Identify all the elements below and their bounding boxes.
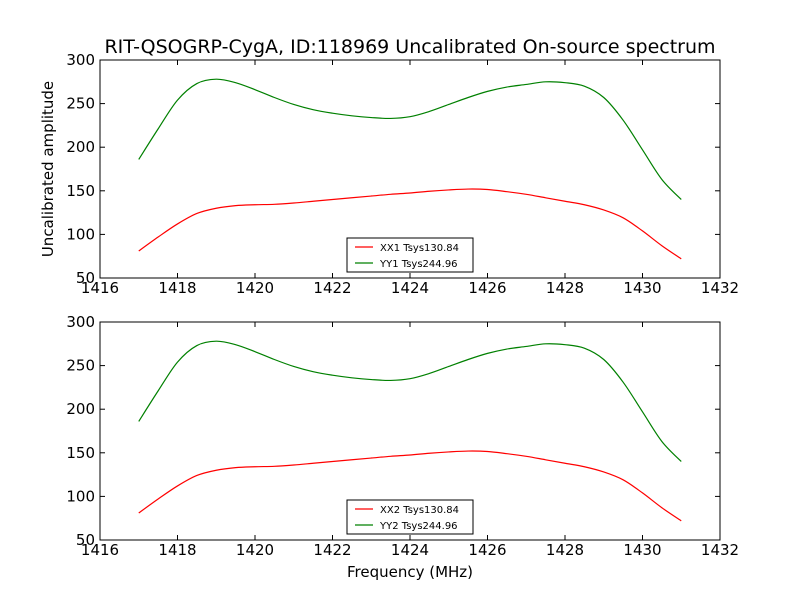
x-axis-label: Frequency (MHz) — [347, 563, 473, 581]
plot-panel-1: 1416 1418 1420 1422 1424 1426 1428 1430 1432 50 10… — [66, 51, 739, 297]
legend: XX1 Tsys130.84 YY1 Tsys244.96 — [346, 237, 474, 273]
y-tick-label: 150 — [66, 182, 95, 200]
y-tick-label: 200 — [66, 400, 95, 418]
plot-panel-2: 1416 1418 1420 1422 1424 1426 1428 1430 1432 50 10… — [66, 313, 739, 559]
x-tick-label: 1416 — [81, 279, 119, 297]
y-tick-label: 100 — [66, 225, 95, 243]
series-line-1-1 — [138, 188, 682, 260]
y-tick-label: 50 — [76, 269, 95, 287]
y-tick-label: 100 — [66, 487, 95, 505]
legend-label: YY2 Tsys244.96 — [379, 521, 458, 532]
legend-label: YY1 Tsys244.96 — [379, 259, 458, 270]
x-tick-label: 1422 — [313, 279, 351, 297]
series-line-2-2 — [138, 340, 682, 462]
y-tick-label: 300 — [66, 313, 95, 331]
x-tick-label: 1424 — [391, 541, 429, 559]
legend-box — [346, 499, 474, 535]
series-line-2-1 — [138, 450, 682, 522]
x-tick-label: 1428 — [546, 279, 584, 297]
y-tick-label: 250 — [66, 357, 95, 375]
x-tick-label: 1418 — [158, 541, 196, 559]
y-tick-label: 250 — [66, 95, 95, 113]
y-axis-label: Uncalibrated amplitude — [39, 81, 57, 257]
x-tick-label: 1430 — [623, 279, 661, 297]
legend-box — [346, 237, 474, 273]
y-tick-label: 150 — [66, 444, 95, 462]
x-tick-label: 1416 — [81, 541, 119, 559]
x-tick-label: 1430 — [623, 541, 661, 559]
y-tick-label: 300 — [66, 51, 95, 69]
x-tick-label: 1422 — [313, 541, 351, 559]
x-tick-label: 1420 — [236, 541, 274, 559]
plot-panels: 1416 1418 1420 1422 1424 1426 1428 1430 1432 50 10… — [66, 51, 739, 559]
chart-title: RIT-QSOGRP-CygA, ID:118969 Uncalibrated … — [104, 36, 715, 58]
x-tick-label: 1428 — [546, 541, 584, 559]
legend-label: XX2 Tsys130.84 — [380, 505, 459, 516]
series-line-1-2 — [138, 78, 682, 200]
x-tick-label: 1426 — [468, 279, 506, 297]
y-tick-label: 50 — [76, 531, 95, 549]
legend: XX2 Tsys130.84 YY2 Tsys244.96 — [346, 499, 474, 535]
x-tick-label: 1432 — [701, 279, 739, 297]
x-tick-label: 1424 — [391, 279, 429, 297]
x-tick-label: 1420 — [236, 279, 274, 297]
legend-label: XX1 Tsys130.84 — [380, 243, 459, 254]
x-tick-label: 1426 — [468, 541, 506, 559]
x-tick-label: 1432 — [701, 541, 739, 559]
x-tick-label: 1418 — [158, 279, 196, 297]
y-tick-label: 200 — [66, 138, 95, 156]
